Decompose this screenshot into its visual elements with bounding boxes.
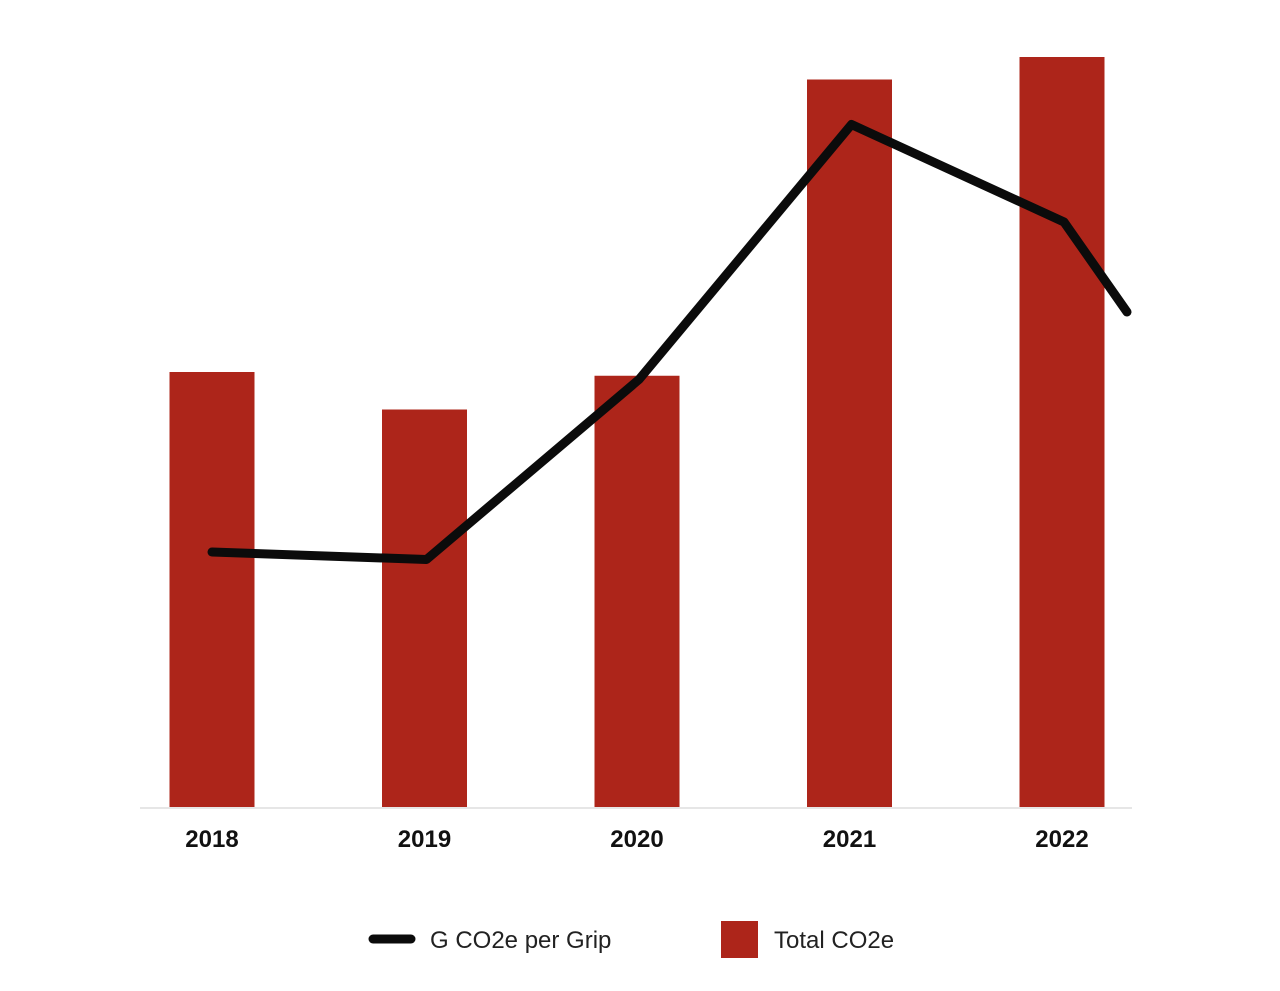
- legend-square-marker: [721, 921, 758, 958]
- line-series-g-co2e-per-grip: [207, 120, 1132, 564]
- x-tick-label-2020: 2020: [610, 826, 663, 853]
- legend-item-bar: Total CO2e: [721, 921, 894, 958]
- legend-label-bar: Total CO2e: [774, 927, 894, 954]
- bars-layer: [169, 57, 1105, 807]
- legend: G CO2e per Grip Total CO2e: [368, 921, 894, 958]
- bar-2018: [169, 372, 255, 807]
- bar-2022: [1019, 57, 1105, 807]
- line-layer: [207, 120, 1132, 564]
- x-tick-labels: 2018 2019 2020 2021 2022: [185, 826, 1088, 853]
- x-tick-label-2019: 2019: [398, 826, 451, 853]
- x-tick-label-2022: 2022: [1035, 826, 1088, 853]
- x-tick-label-2021: 2021: [823, 826, 876, 853]
- x-tick-label-2018: 2018: [185, 826, 238, 853]
- legend-item-line: G CO2e per Grip: [368, 927, 611, 954]
- bar-2020: [594, 375, 680, 807]
- bar-2019: [382, 409, 467, 807]
- legend-label-line: G CO2e per Grip: [430, 927, 611, 954]
- bar-2021: [807, 79, 892, 807]
